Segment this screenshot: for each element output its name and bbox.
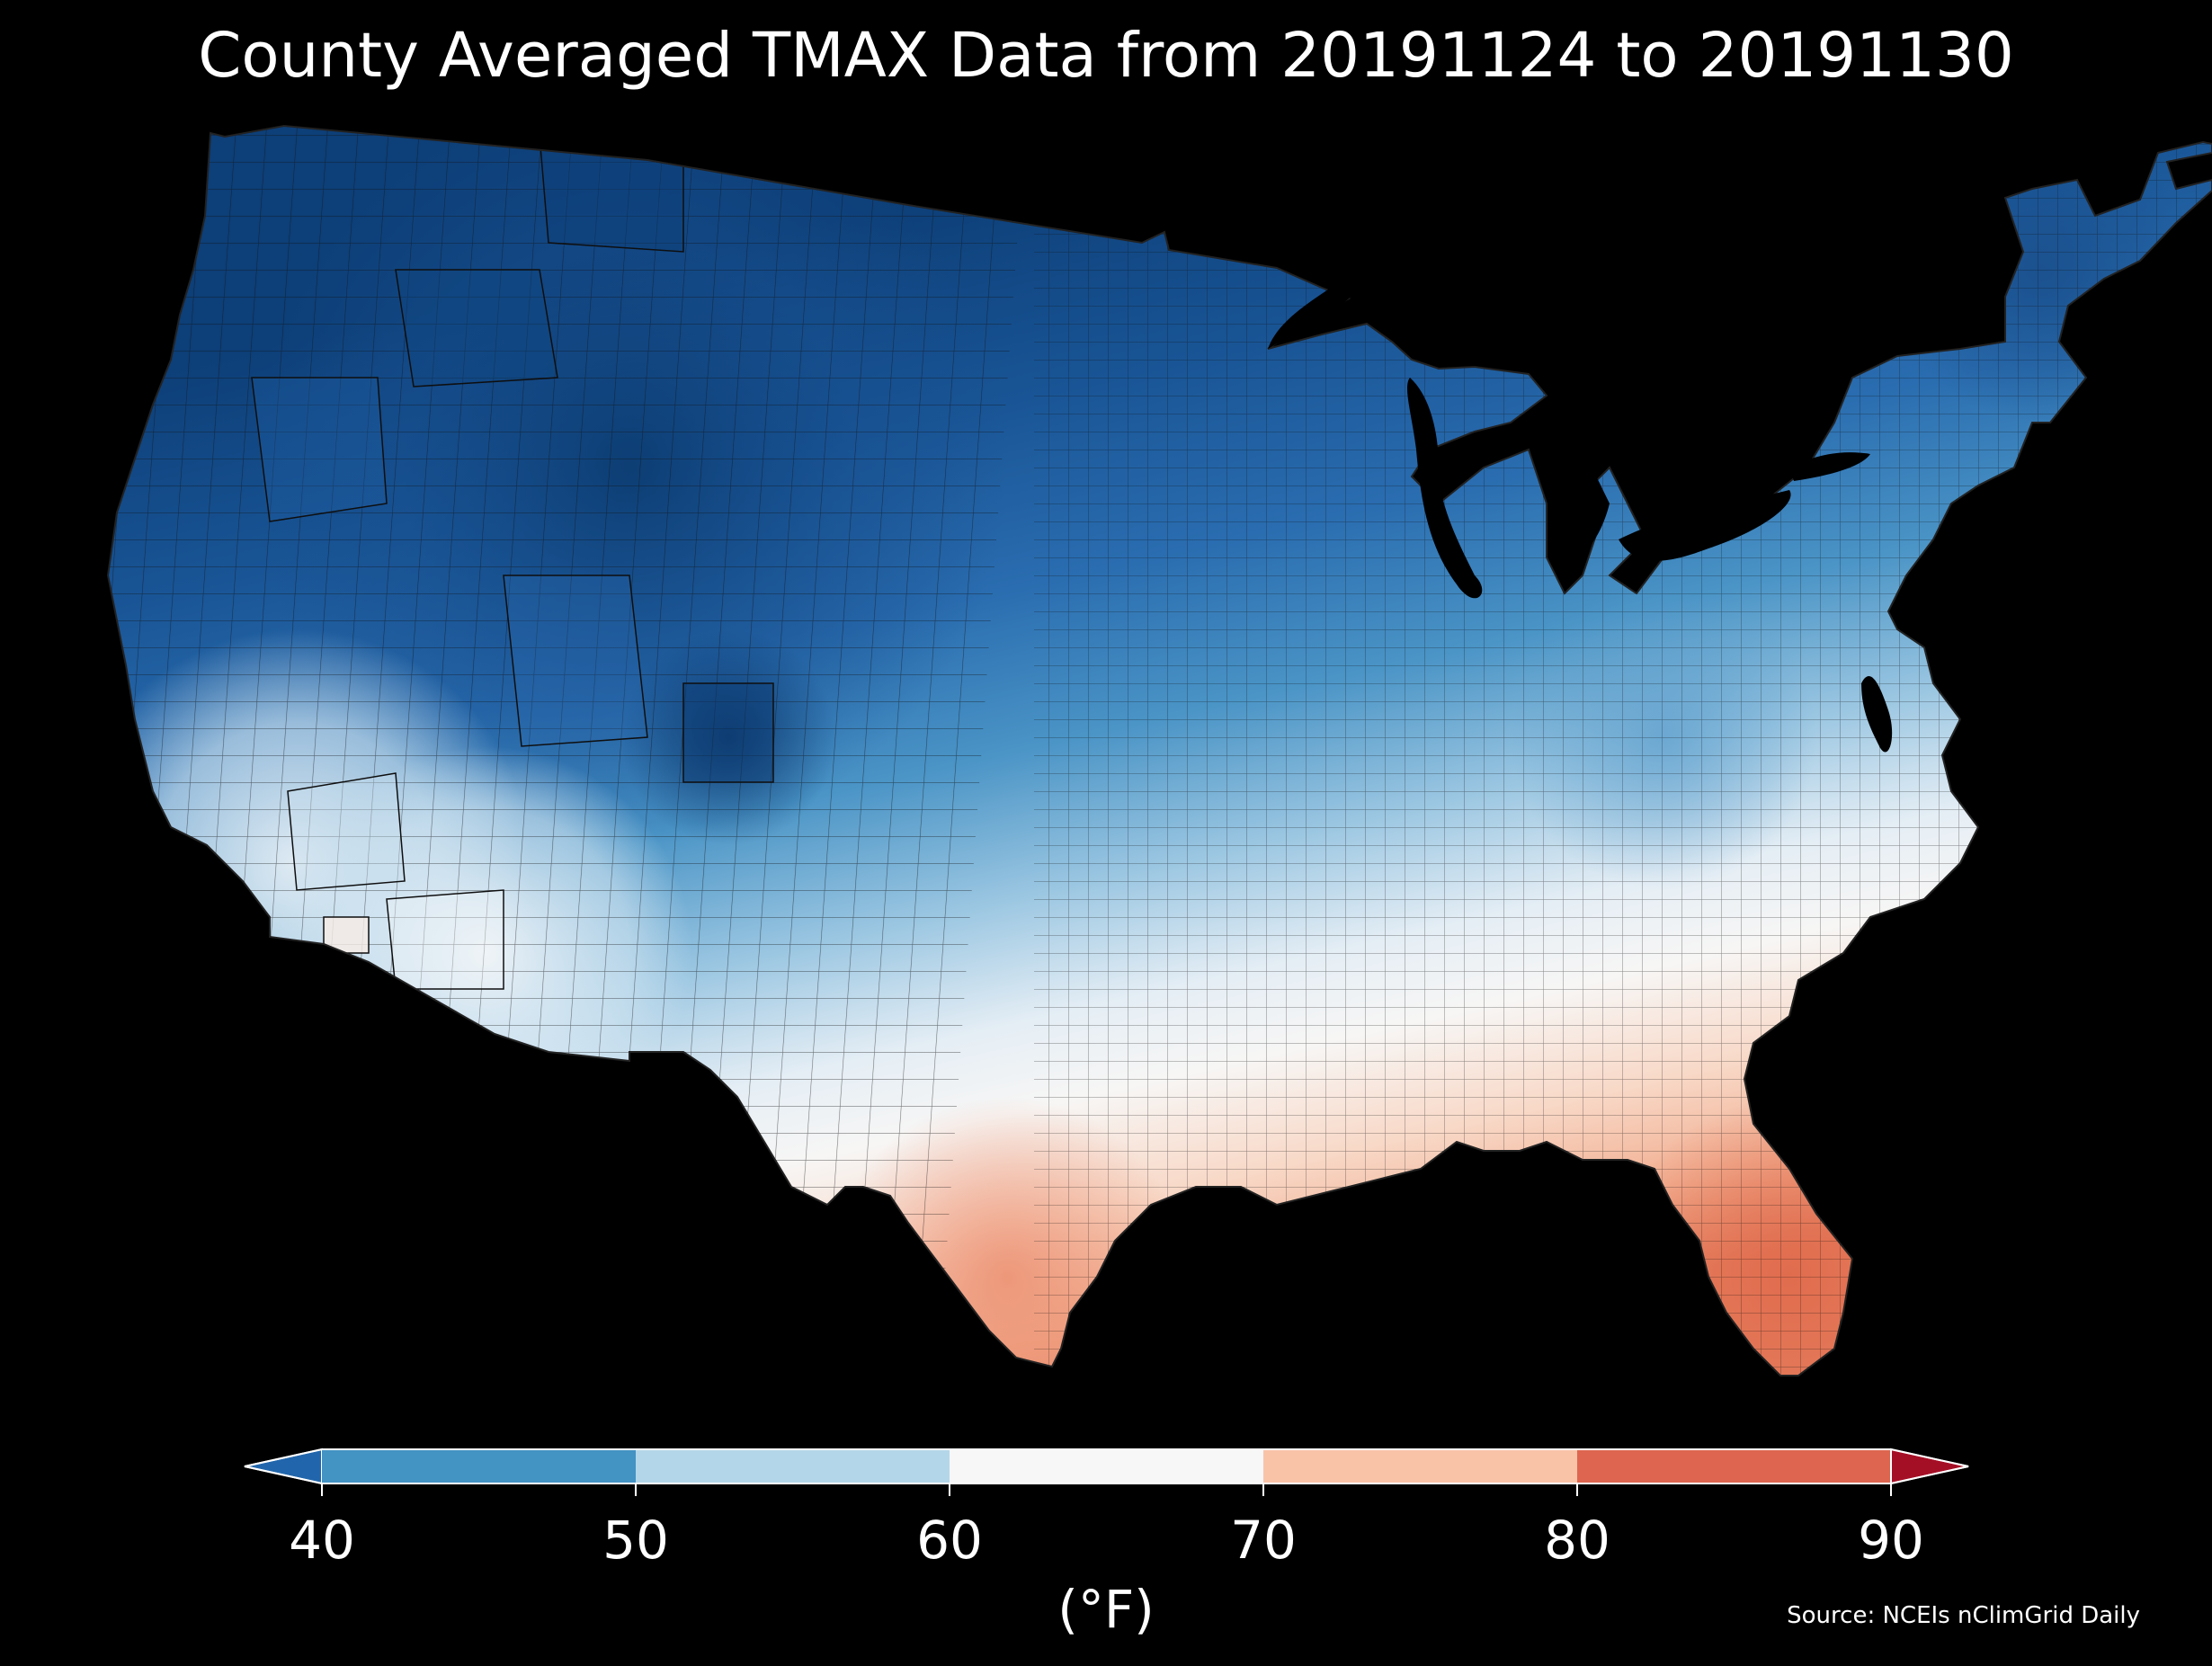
colorbar-extend-low	[244, 1448, 323, 1485]
colorbar-bin	[636, 1449, 950, 1483]
colorbar-extend-high	[1890, 1448, 1969, 1485]
colorbar-unit-label: (°F)	[1057, 1579, 1155, 1640]
colorbar-bin	[1263, 1449, 1577, 1483]
colorbar-tick-label: 80	[1544, 1510, 1610, 1571]
colorbar-bin	[322, 1449, 636, 1483]
great-lakes	[1268, 280, 1893, 753]
colorbar-tick-label: 70	[1230, 1510, 1297, 1571]
colorbar-ticks	[321, 1483, 1892, 1496]
map-title: County Averaged TMAX Data from 20191124 …	[198, 20, 2014, 92]
colorbar-tick-label: 40	[289, 1510, 355, 1571]
colorbar-tick-label: 90	[1858, 1510, 1924, 1571]
colorbar-tick-label: 50	[602, 1510, 669, 1571]
colorbar-bin	[950, 1449, 1263, 1483]
colorbar-tick-label: 60	[916, 1510, 983, 1571]
source-credit: Source: NCEIs nClimGrid Daily	[1787, 1602, 2140, 1629]
colorbar-bin	[1577, 1449, 1891, 1483]
colorbar	[244, 1448, 1969, 1496]
